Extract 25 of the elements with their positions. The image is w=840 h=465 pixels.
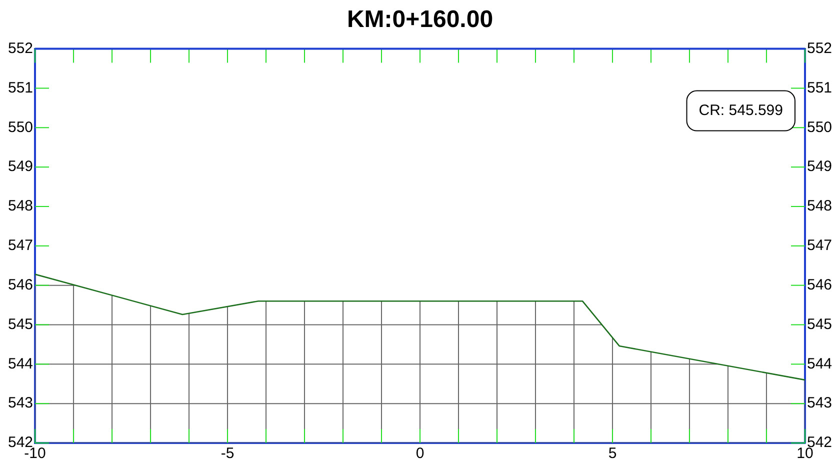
y2-tick-label: 546 [806, 276, 832, 294]
y2-tick-label: 547 [806, 237, 832, 254]
y-tick-label: 549 [8, 158, 34, 176]
y-tick-label: 550 [8, 118, 34, 136]
y-tick-label: 551 [8, 79, 34, 96]
y-tick-label: 548 [8, 198, 34, 215]
y-tick-label: 547 [8, 237, 34, 254]
y-tick-label: 543 [8, 394, 34, 412]
x-tick-label: 0 [416, 445, 424, 462]
y-tick-label: 545 [8, 316, 34, 333]
y2-tick-label: 543 [806, 394, 832, 412]
x-tick-label: -5 [220, 445, 234, 462]
x-tick-label: 5 [608, 445, 617, 462]
y-tick-label: 546 [8, 276, 34, 294]
chart-title: KM:0+160.00 [346, 6, 494, 34]
y2-tick-label: 550 [806, 118, 832, 136]
y2-tick-label: 545 [806, 316, 832, 333]
y2-tick-label: 548 [806, 198, 832, 215]
y2-tick-label: 549 [806, 158, 832, 176]
annotation: CR: 545.599 [698, 102, 783, 119]
y2-tick-label: 552 [806, 40, 832, 57]
y2-tick-label: 544 [806, 355, 832, 372]
y-tick-label: 552 [8, 40, 34, 57]
y-tick-label: 544 [8, 355, 34, 372]
y2-tick-label: 551 [806, 79, 832, 96]
